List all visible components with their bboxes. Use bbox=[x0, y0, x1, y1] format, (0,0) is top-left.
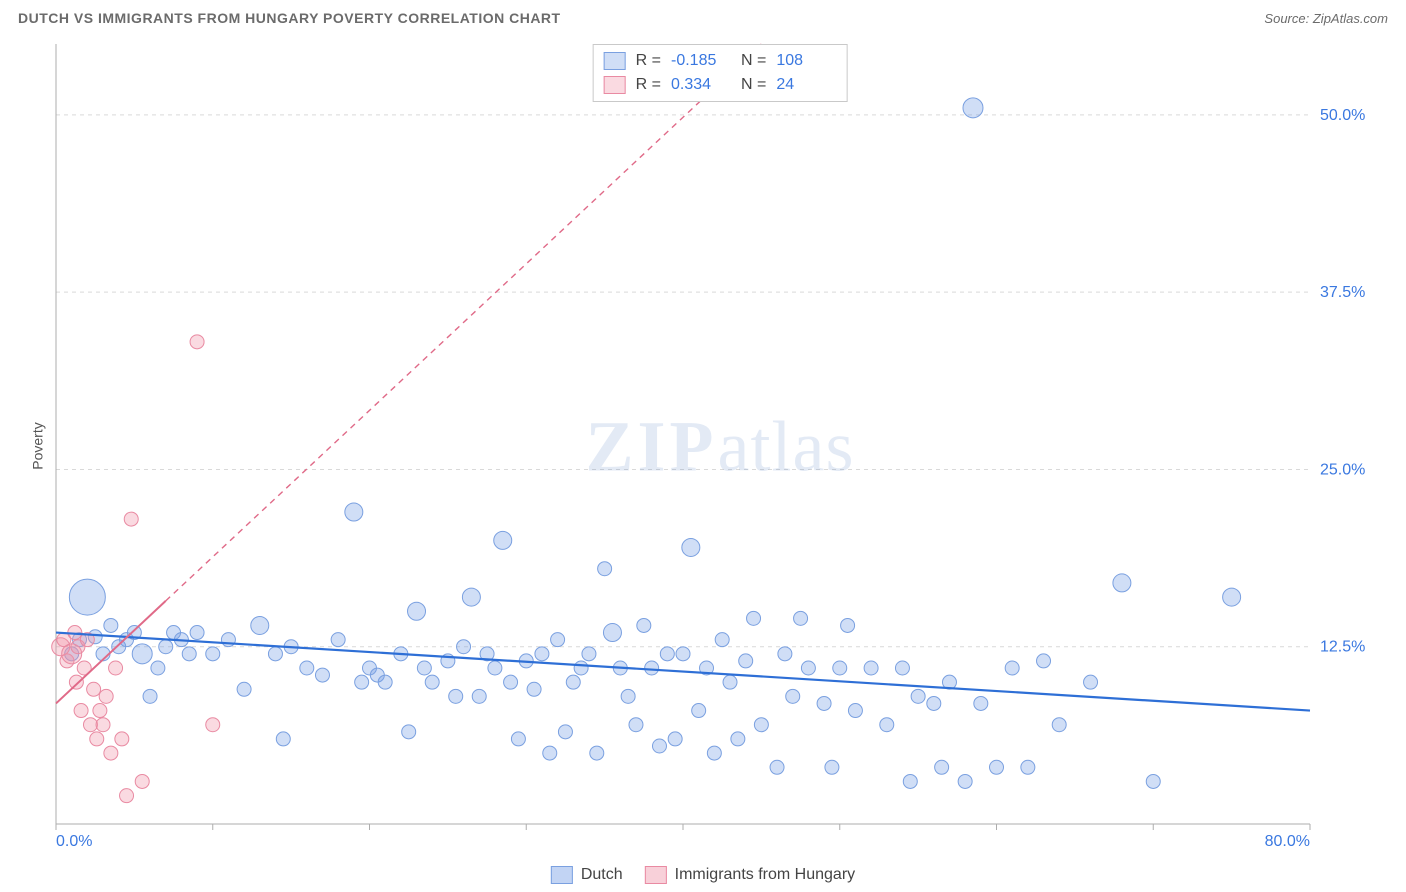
r-label: R = bbox=[636, 49, 661, 73]
n-label: N = bbox=[741, 49, 766, 73]
source-name: ZipAtlas.com bbox=[1313, 11, 1388, 26]
legend-item-hungary: Immigrants from Hungary bbox=[645, 866, 856, 884]
r-label: R = bbox=[636, 73, 661, 97]
y-axis-label: Poverty bbox=[30, 422, 46, 469]
correlation-row-hungary: R = 0.334 N = 24 bbox=[604, 73, 837, 97]
swatch-hungary bbox=[604, 76, 626, 94]
scatter-plot: 12.5% 25.0% 37.5% 50.0% 0.0% 80.0% bbox=[50, 40, 1390, 854]
r-value-hungary: 0.334 bbox=[671, 73, 731, 97]
n-label: N = bbox=[741, 73, 766, 97]
source-label: Source: bbox=[1264, 11, 1309, 26]
swatch-dutch bbox=[604, 52, 626, 70]
svg-text:0.0%: 0.0% bbox=[56, 833, 92, 850]
svg-text:80.0%: 80.0% bbox=[1265, 833, 1310, 850]
correlation-row-dutch: R = -0.185 N = 108 bbox=[604, 49, 837, 73]
legend-item-dutch: Dutch bbox=[551, 866, 623, 884]
chart-header: DUTCH VS IMMIGRANTS FROM HUNGARY POVERTY… bbox=[0, 0, 1406, 32]
source-attribution: Source: ZipAtlas.com bbox=[1264, 11, 1388, 26]
legend-label-dutch: Dutch bbox=[581, 866, 623, 884]
svg-text:12.5%: 12.5% bbox=[1320, 639, 1365, 656]
series-legend: Dutch Immigrants from Hungary bbox=[551, 866, 855, 884]
correlation-legend: R = -0.185 N = 108 R = 0.334 N = 24 bbox=[593, 44, 848, 102]
plot-area: ZIPatlas R = -0.185 N = 108 R = 0.334 N … bbox=[50, 40, 1390, 854]
svg-text:50.0%: 50.0% bbox=[1320, 107, 1365, 124]
r-value-dutch: -0.185 bbox=[671, 49, 731, 73]
n-value-hungary: 24 bbox=[776, 73, 836, 97]
svg-text:37.5%: 37.5% bbox=[1320, 284, 1365, 301]
svg-text:25.0%: 25.0% bbox=[1320, 461, 1365, 478]
chart-title: DUTCH VS IMMIGRANTS FROM HUNGARY POVERTY… bbox=[18, 10, 561, 26]
legend-swatch-hungary bbox=[645, 866, 667, 884]
legend-label-hungary: Immigrants from Hungary bbox=[675, 866, 856, 884]
legend-swatch-dutch bbox=[551, 866, 573, 884]
n-value-dutch: 108 bbox=[776, 49, 836, 73]
